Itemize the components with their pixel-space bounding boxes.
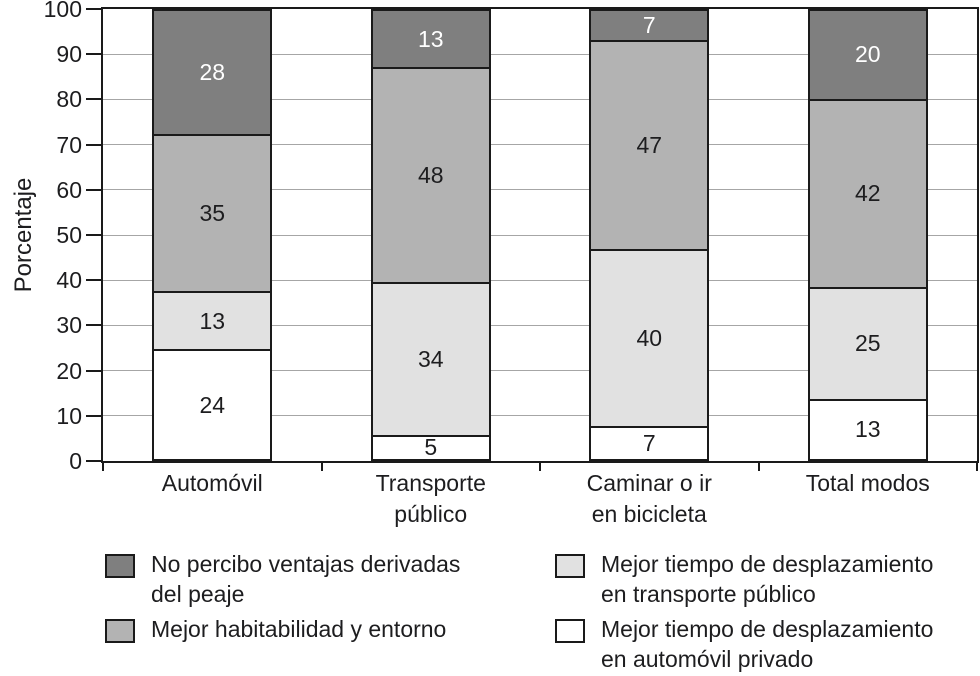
legend-swatch-dark-gray — [105, 554, 135, 578]
segment-value-label: 13 — [417, 25, 444, 52]
y-tick-label: 10 — [56, 402, 82, 429]
y-axis-tick — [86, 279, 101, 282]
segment-value-label: 5 — [424, 434, 438, 461]
legend-item: Mejor tiempo de desplazamiento en transp… — [555, 549, 933, 609]
gridline — [103, 370, 977, 372]
y-axis-tick — [86, 460, 101, 462]
segment-value-label: 34 — [417, 345, 444, 372]
bar-segment: 13 — [154, 293, 271, 352]
stacked-bar: 13 25 42 20 — [807, 9, 928, 461]
segment-value-label: 48 — [417, 162, 444, 189]
y-axis-tick — [86, 414, 101, 417]
y-axis-tick — [86, 324, 101, 327]
segment-value-label: 24 — [199, 391, 226, 418]
bar-segment: 48 — [372, 69, 489, 285]
bar-segment: 20 — [809, 11, 926, 101]
bar-segment: 5 — [372, 434, 489, 461]
y-tick-label: 0 — [69, 448, 82, 474]
gridline — [103, 234, 977, 236]
bar-segment: 24 — [154, 351, 271, 459]
x-axis-tick — [102, 461, 104, 471]
stacked-bar: 5 34 48 13 — [370, 9, 491, 461]
y-tick-label: 60 — [56, 176, 82, 203]
segment-value-label: 7 — [642, 12, 656, 39]
y-tick-label: 100 — [43, 0, 82, 22]
legend-item-label: No percibo ventajas derivadas del peaje — [151, 551, 461, 607]
bar-segment: 47 — [591, 42, 708, 251]
legend-swatch-medium-gray — [105, 619, 135, 643]
bar-segment: 13 — [372, 11, 489, 70]
gridline — [103, 144, 977, 146]
bar-segment: 40 — [591, 250, 708, 428]
segment-value-label: 35 — [199, 200, 226, 227]
legend-swatch-light-gray — [555, 554, 585, 578]
y-tick-label: 70 — [56, 131, 82, 158]
segment-value-label: 42 — [854, 180, 881, 207]
bar-segment: 25 — [809, 288, 926, 401]
y-axis-tick — [86, 98, 101, 101]
x-category-label: Caminar o ir en bicicleta — [586, 470, 712, 527]
y-axis-tick — [86, 369, 101, 372]
segment-value-label: 13 — [854, 416, 881, 443]
legend-item-label: Mejor tiempo de desplazamiento en automó… — [601, 616, 934, 672]
y-axis-tick — [86, 234, 101, 236]
x-axis-tick — [320, 461, 323, 471]
y-tick-label: 30 — [56, 312, 82, 339]
segment-value-label: 25 — [854, 330, 881, 357]
bar-segment: 13 — [809, 400, 926, 459]
bar-segment: 42 — [809, 100, 926, 289]
legend-item-label: Mejor habitabilidad y entorno — [151, 616, 447, 642]
x-axis-tick — [757, 461, 760, 471]
legend-item-label: Mejor tiempo de desplazamiento en transp… — [601, 551, 934, 607]
x-category-label: Total modos — [805, 470, 930, 496]
stacked-bar: 7 40 47 7 — [589, 9, 710, 461]
y-tick-label: 80 — [56, 86, 82, 113]
legend-item: Mejor habitabilidad y entorno — [105, 614, 446, 644]
y-tick-label: 50 — [56, 222, 82, 248]
y-tick-label: 20 — [56, 357, 82, 384]
legend-item: Mejor tiempo de desplazamiento en automó… — [555, 614, 933, 674]
gridline — [103, 415, 977, 417]
y-axis-tick — [86, 8, 101, 10]
gridline — [103, 53, 977, 55]
x-axis-tick — [976, 461, 978, 471]
plot-area: 24 13 35 28 5 34 48 13 7 40 47 7 13 25 42 20 — [101, 7, 979, 463]
y-axis-tick — [86, 53, 101, 56]
bar-segment: 7 — [591, 11, 708, 43]
segment-value-label: 7 — [642, 429, 656, 456]
legend-item: No percibo ventajas derivadas del peaje — [105, 549, 460, 609]
stacked-bar: 24 13 35 28 — [152, 9, 273, 461]
segment-value-label: 47 — [636, 131, 663, 158]
gridline — [103, 279, 977, 281]
x-category-label: Transporte público — [375, 470, 486, 527]
bar-segment: 35 — [154, 136, 271, 294]
y-tick-label: 40 — [56, 267, 82, 294]
x-category-label: Automóvil — [161, 470, 263, 496]
segment-value-label: 40 — [636, 324, 663, 351]
legend-swatch-white — [555, 619, 585, 643]
y-tick-label: 90 — [56, 41, 82, 68]
bar-segment: 34 — [372, 284, 489, 437]
y-axis-tick — [86, 188, 101, 191]
bar-segment: 28 — [154, 11, 271, 137]
gridline — [103, 98, 977, 100]
bar-segment: 7 — [591, 427, 708, 459]
y-axis-tick — [86, 143, 101, 146]
segment-value-label: 28 — [199, 59, 226, 86]
gridline — [103, 324, 977, 326]
x-axis-tick — [539, 461, 541, 471]
segment-value-label: 20 — [854, 41, 881, 68]
gridline — [103, 189, 977, 191]
segment-value-label: 13 — [199, 307, 226, 334]
